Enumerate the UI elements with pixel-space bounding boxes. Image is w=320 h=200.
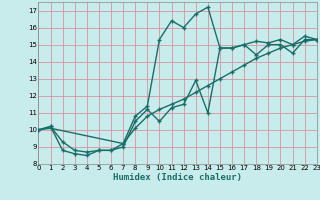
X-axis label: Humidex (Indice chaleur): Humidex (Indice chaleur) (113, 173, 242, 182)
